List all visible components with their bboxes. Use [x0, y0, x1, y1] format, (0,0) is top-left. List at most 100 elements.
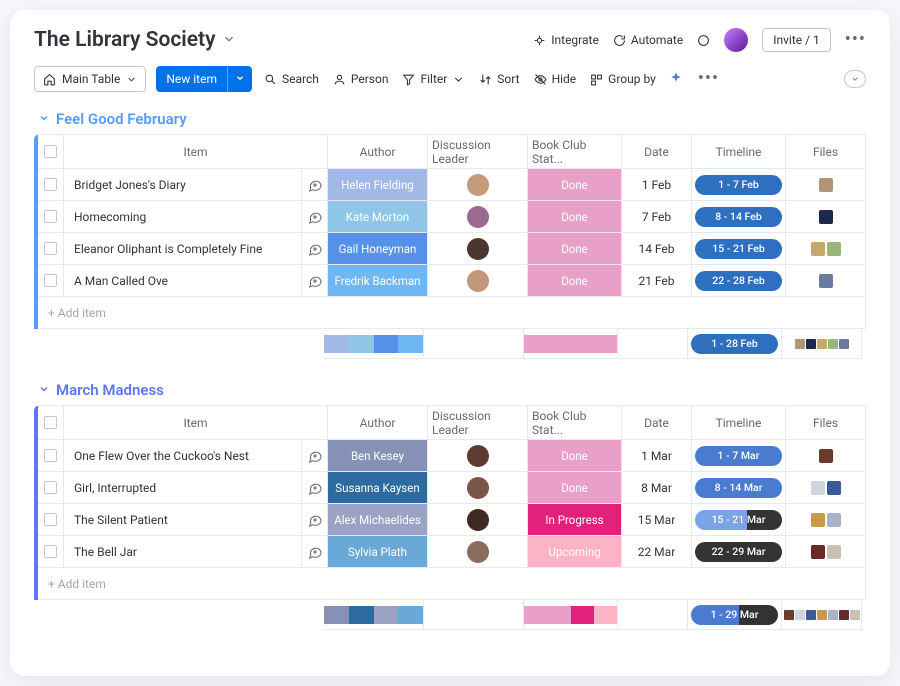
conversation-button[interactable]: [302, 169, 328, 201]
col-header-discussion_leader[interactable]: Discussion Leader: [428, 135, 528, 169]
row-checkbox[interactable]: [44, 481, 57, 494]
files-cell[interactable]: [786, 504, 866, 536]
search-tool[interactable]: Search: [262, 68, 321, 90]
status-cell[interactable]: Done: [528, 233, 622, 265]
discussion-leader-cell[interactable]: [428, 233, 528, 265]
date-cell[interactable]: 7 Feb: [622, 201, 692, 233]
col-header-status[interactable]: Book Club Stat...: [528, 135, 622, 169]
item-title-cell[interactable]: Bridget Jones's Diary: [64, 169, 302, 201]
status-cell[interactable]: Done: [528, 472, 622, 504]
collapse-toggle[interactable]: [844, 70, 866, 88]
conversation-button[interactable]: [302, 504, 328, 536]
file-thumbnail[interactable]: [819, 274, 833, 288]
discussion-leader-cell[interactable]: [428, 440, 528, 472]
file-thumbnail[interactable]: [819, 178, 833, 192]
file-thumbnail[interactable]: [819, 449, 833, 463]
row-checkbox[interactable]: [44, 545, 57, 558]
conversation-button[interactable]: [697, 34, 710, 47]
file-thumbnail[interactable]: [827, 513, 841, 527]
col-header-timeline[interactable]: Timeline: [692, 406, 786, 440]
item-title-cell[interactable]: The Bell Jar: [64, 536, 302, 568]
automate-button[interactable]: Automate: [613, 33, 683, 47]
col-header-date[interactable]: Date: [622, 135, 692, 169]
files-cell[interactable]: [786, 265, 866, 297]
discussion-leader-cell[interactable]: [428, 169, 528, 201]
author-cell[interactable]: Alex Michaelides: [328, 504, 428, 536]
col-header-files[interactable]: Files: [786, 406, 866, 440]
status-cell[interactable]: Done: [528, 169, 622, 201]
hide-tool[interactable]: Hide: [532, 68, 579, 90]
date-cell[interactable]: 8 Mar: [622, 472, 692, 504]
files-cell[interactable]: [786, 536, 866, 568]
author-cell[interactable]: Susanna Kaysen: [328, 472, 428, 504]
item-title-cell[interactable]: The Silent Patient: [64, 504, 302, 536]
timeline-cell[interactable]: 15 - 21 Mar: [692, 504, 786, 536]
group-header[interactable]: March Madness: [38, 381, 866, 399]
author-cell[interactable]: Kate Morton: [328, 201, 428, 233]
col-header-timeline[interactable]: Timeline: [692, 135, 786, 169]
conversation-button[interactable]: [302, 233, 328, 265]
timeline-cell[interactable]: 1 - 7 Feb: [692, 169, 786, 201]
timeline-cell[interactable]: 1 - 7 Mar: [692, 440, 786, 472]
item-title-cell[interactable]: Eleanor Oliphant is Completely Fine: [64, 233, 302, 265]
discussion-leader-cell[interactable]: [428, 201, 528, 233]
ai-icon[interactable]: [668, 71, 684, 87]
row-checkbox[interactable]: [44, 513, 57, 526]
files-cell[interactable]: [786, 169, 866, 201]
author-cell[interactable]: Gail Honeyman: [328, 233, 428, 265]
file-thumbnail[interactable]: [811, 513, 825, 527]
discussion-leader-cell[interactable]: [428, 536, 528, 568]
files-cell[interactable]: [786, 233, 866, 265]
date-cell[interactable]: 15 Mar: [622, 504, 692, 536]
timeline-cell[interactable]: 8 - 14 Mar: [692, 472, 786, 504]
status-cell[interactable]: Done: [528, 201, 622, 233]
col-header-author[interactable]: Author: [328, 135, 428, 169]
col-header-discussion_leader[interactable]: Discussion Leader: [428, 406, 528, 440]
row-checkbox[interactable]: [44, 242, 57, 255]
row-checkbox[interactable]: [44, 449, 57, 462]
discussion-leader-cell[interactable]: [428, 472, 528, 504]
new-item-main[interactable]: New item: [156, 66, 227, 92]
status-cell[interactable]: In Progress: [528, 504, 622, 536]
select-all-checkbox[interactable]: [44, 145, 57, 158]
integrate-button[interactable]: Integrate: [533, 33, 599, 47]
date-cell[interactable]: 1 Feb: [622, 169, 692, 201]
files-cell[interactable]: [786, 201, 866, 233]
group-header[interactable]: Feel Good February: [38, 110, 866, 128]
file-thumbnail[interactable]: [811, 242, 825, 256]
col-header-author[interactable]: Author: [328, 406, 428, 440]
file-thumbnail[interactable]: [827, 481, 841, 495]
timeline-cell[interactable]: 8 - 14 Feb: [692, 201, 786, 233]
conversation-button[interactable]: [302, 440, 328, 472]
user-avatar[interactable]: [724, 28, 748, 52]
col-header-item[interactable]: Item: [64, 135, 328, 169]
col-header-date[interactable]: Date: [622, 406, 692, 440]
item-title-cell[interactable]: A Man Called Ove: [64, 265, 302, 297]
timeline-cell[interactable]: 22 - 29 Mar: [692, 536, 786, 568]
file-thumbnail[interactable]: [819, 210, 833, 224]
toolbar-more-button[interactable]: •••: [694, 70, 723, 88]
conversation-button[interactable]: [302, 265, 328, 297]
author-cell[interactable]: Helen Fielding: [328, 169, 428, 201]
author-cell[interactable]: Sylvia Plath: [328, 536, 428, 568]
person-tool[interactable]: Person: [331, 68, 391, 90]
author-cell[interactable]: Ben Kesey: [328, 440, 428, 472]
col-header-item[interactable]: Item: [64, 406, 328, 440]
status-cell[interactable]: Upcoming: [528, 536, 622, 568]
item-title-cell[interactable]: One Flew Over the Cuckoo's Nest: [64, 440, 302, 472]
conversation-button[interactable]: [302, 472, 328, 504]
date-cell[interactable]: 14 Feb: [622, 233, 692, 265]
file-thumbnail[interactable]: [811, 481, 825, 495]
add-item-button[interactable]: + Add item: [38, 297, 866, 329]
groupby-tool[interactable]: Group by: [588, 68, 658, 90]
file-thumbnail[interactable]: [827, 545, 841, 559]
invite-button[interactable]: Invite / 1: [762, 28, 831, 52]
row-checkbox[interactable]: [44, 210, 57, 223]
new-item-button[interactable]: New item: [156, 66, 252, 92]
discussion-leader-cell[interactable]: [428, 265, 528, 297]
new-item-dropdown[interactable]: [227, 66, 252, 92]
row-checkbox[interactable]: [44, 178, 57, 191]
files-cell[interactable]: [786, 472, 866, 504]
item-title-cell[interactable]: Homecoming: [64, 201, 302, 233]
select-all-checkbox[interactable]: [44, 416, 57, 429]
